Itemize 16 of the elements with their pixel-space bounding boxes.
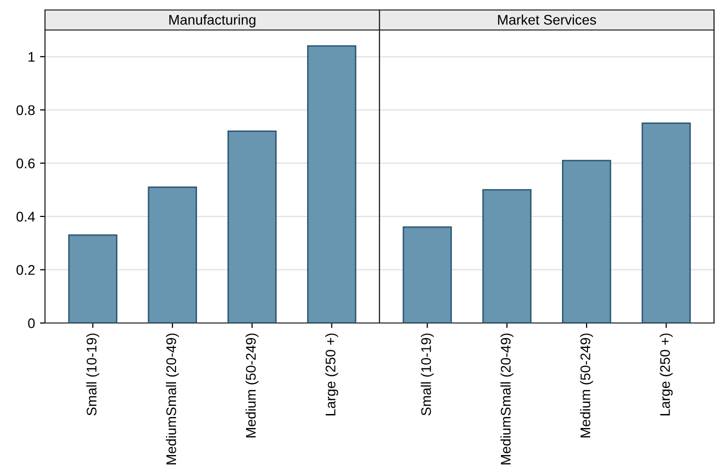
chart-title: Market Services [498,14,596,25]
y-tick-label: 0.4 [16,212,35,222]
x-tick-label: Small (10-19) [420,334,434,416]
x-tick-label: MediumSmall (20-49) [500,334,514,464]
x-tick-label: Medium (50-249) [246,334,259,438]
x-tick-label: MediumSmall (20-49) [166,334,179,464]
x-tick-label: Small (10-19) [86,334,100,416]
y-tick-label: 0 [28,318,35,328]
x-tick-label: Large (250 +) [325,334,338,416]
y-tick-label: 0.2 [16,265,35,275]
x-tick-label: Large (250 +) [660,334,673,416]
chart-title: Manufacturing [169,14,256,28]
x-tick-label: Medium (50-249) [580,334,594,438]
y-tick-label: 0.6 [16,158,35,168]
y-tick-label: 0.8 [16,105,35,116]
y-tick-label: 1 [28,52,35,62]
